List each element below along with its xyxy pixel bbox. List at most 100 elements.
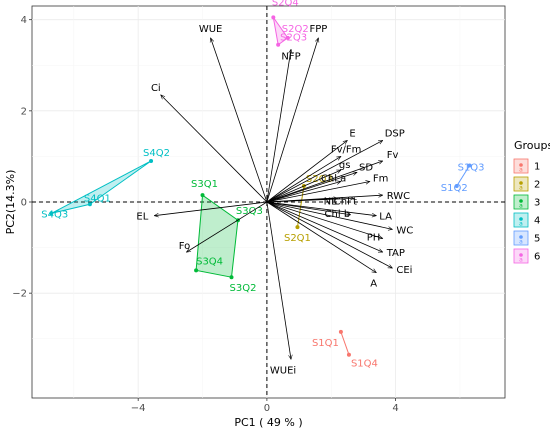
point-label: S2Q4 xyxy=(272,0,299,8)
variable-arrow xyxy=(266,198,354,203)
variable-label: WUE xyxy=(199,24,223,35)
variable-label: EL xyxy=(136,212,148,223)
variable-label: DSP xyxy=(385,128,405,139)
legend-entry-label: 2 xyxy=(534,180,540,191)
variable-arrow xyxy=(266,169,341,203)
point-label: S4Q1 xyxy=(84,193,111,204)
variable-label: Chl a xyxy=(321,173,346,184)
x-tick-label: 4 xyxy=(392,403,398,414)
legend-entry-label: 5 xyxy=(534,234,540,245)
variable-label: TAP xyxy=(386,248,405,259)
group-1-point xyxy=(338,329,343,334)
group-2-point xyxy=(295,225,300,230)
point-label: S1Q2 xyxy=(441,183,468,194)
variable-arrow xyxy=(266,201,376,216)
variable-arrow xyxy=(266,201,392,269)
group-6-point xyxy=(271,15,276,20)
group-5: S1Q3 S1Q2 xyxy=(441,163,485,195)
group-1-point xyxy=(346,352,351,357)
group-3-point xyxy=(200,193,205,198)
legend-key-point xyxy=(519,199,523,203)
variable-arrow xyxy=(266,161,383,203)
group-4-point xyxy=(49,211,54,216)
variable-label: gs xyxy=(339,160,351,171)
variable-arrow xyxy=(266,201,291,359)
variable-arrow xyxy=(266,49,291,203)
variable-label: RWC xyxy=(387,191,410,202)
point-label: S4Q2 xyxy=(143,148,170,159)
variable-arrow xyxy=(266,201,376,273)
variable-label: Ci xyxy=(151,83,161,94)
variable-arrow xyxy=(266,38,318,203)
group-4-point xyxy=(149,158,154,163)
point-label: S1Q3 xyxy=(458,163,485,174)
y-tick-label: 4 xyxy=(21,15,27,26)
variable-arrow xyxy=(266,201,383,238)
group-4-point xyxy=(87,202,92,207)
variable-label: Fv/Fm xyxy=(331,144,362,155)
variable-arrow xyxy=(266,140,383,203)
group-5-point xyxy=(454,184,459,189)
legend: Groups a 1 a 2 a 3 a 4 a 5 a 6 xyxy=(513,139,550,264)
point-label: S2Q2 xyxy=(282,24,309,35)
x-tick-label: 0 xyxy=(264,403,270,414)
group-5-point xyxy=(467,163,472,168)
variable-label: WC xyxy=(396,225,413,236)
variable-label: PH xyxy=(367,232,381,243)
variable-label: NFP xyxy=(281,51,300,62)
point-label: S2Q3 xyxy=(280,33,307,44)
legend-key-glyph: a xyxy=(519,257,523,264)
variable-label: WUEi xyxy=(270,365,296,376)
legend-key-glyph: a xyxy=(519,203,523,210)
legend-key-glyph: a xyxy=(519,167,523,174)
point-label: S2Q1 xyxy=(284,233,311,244)
variable-label: LA xyxy=(379,212,392,223)
point-label: S3Q4 xyxy=(196,256,223,267)
x-axis-title: PC1 ( 49 % ) xyxy=(234,416,302,429)
group-3-point xyxy=(229,275,234,280)
group-4: S4Q2 S4Q1 S4Q3 xyxy=(41,148,170,220)
y-axis-title: PC2(14.3%) xyxy=(4,170,17,235)
variable-arrow xyxy=(266,181,341,203)
legend-entry-label: 1 xyxy=(534,162,540,173)
variable-label: Chl b xyxy=(325,209,351,220)
point-label: S1Q1 xyxy=(312,338,339,349)
point-label: S3Q1 xyxy=(191,179,218,190)
variable-label: CEi xyxy=(396,265,412,276)
legend-key-point xyxy=(519,235,523,239)
legend-key-point xyxy=(519,181,523,185)
variable-arrow xyxy=(266,201,392,229)
variable-arrow xyxy=(266,201,383,253)
variable-arrow xyxy=(266,172,357,203)
variable-arrow xyxy=(266,156,341,203)
y-tick-label: 2 xyxy=(21,106,27,117)
legend-entry-label: 4 xyxy=(534,216,540,227)
y-tick-label: −2 xyxy=(12,289,27,300)
variable-label: E xyxy=(349,128,355,139)
variable-label: A xyxy=(370,279,377,290)
variable-arrow xyxy=(266,140,347,203)
group-3: S3Q1 S3Q3 S3Q4 S3Q2 xyxy=(191,179,263,294)
legend-key-glyph: a xyxy=(519,239,523,246)
group-4-hull xyxy=(51,160,152,214)
point-label: S1Q4 xyxy=(351,359,378,370)
group-6-point xyxy=(276,42,281,47)
variable-label: Fv xyxy=(387,150,399,161)
point-label: S4Q3 xyxy=(41,209,68,220)
legend-title: Groups xyxy=(514,139,550,152)
group-6-point xyxy=(285,35,290,40)
variable-label: NL xyxy=(324,196,337,207)
variable-label: Chl t xyxy=(334,196,357,207)
y-tick-label: 0 xyxy=(21,198,27,209)
group-1-hull xyxy=(340,331,350,355)
point-label: S3Q3 xyxy=(236,206,263,217)
variable-label: Fo xyxy=(179,241,191,252)
variable-arrow xyxy=(161,95,268,203)
group-3-point xyxy=(194,268,199,273)
variable-label: SD xyxy=(359,162,373,173)
group-1: S1Q1 S1Q4 xyxy=(312,329,378,370)
